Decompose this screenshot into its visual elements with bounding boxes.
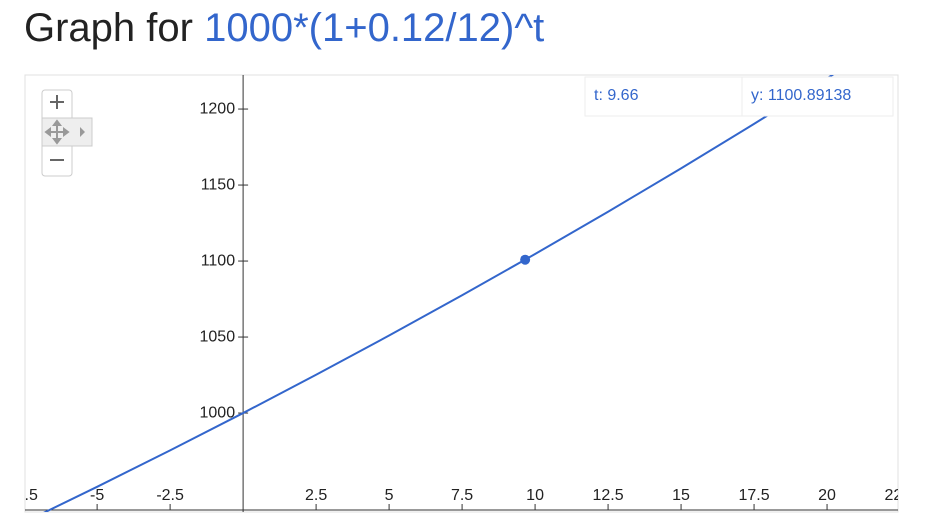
x-tick-label: -2.5 [156, 487, 184, 504]
x-tick-label: 5 [385, 487, 394, 504]
x-tick-label: 12.5 [593, 487, 624, 504]
plot-frame [24, 74, 899, 513]
y-tick-label: 1000 [200, 404, 236, 421]
x-tick-label: 20 [818, 487, 836, 504]
y-tick-label: 1200 [200, 100, 236, 117]
x-tick-label: 15 [672, 487, 690, 504]
x-tick-label: 17.5 [738, 487, 769, 504]
title-prefix: Graph for [24, 6, 193, 50]
y-tick-label: 1050 [200, 328, 236, 345]
y-tick-label: 1150 [201, 176, 236, 193]
tooltip-y: y: 1100.89138 [751, 87, 851, 104]
x-tick-label: 7.5 [451, 487, 473, 504]
highlight-point [520, 254, 531, 265]
x-tick-label: 22.5 [884, 487, 915, 504]
x-tick-label: 2.5 [305, 487, 327, 504]
x-tick-label: -5 [90, 487, 104, 504]
plot-layer: 1000 1050 1100 1150 1200 -7.5 -5 -2.5 2.5 5 7.5 10 1… [10, 75, 915, 512]
pan-arrow [80, 127, 85, 137]
zoom-controls[interactable] [41, 89, 93, 177]
zoom-in[interactable] [50, 95, 64, 109]
x-tick-label: 10 [526, 487, 544, 504]
y-tick-label: 1100 [201, 252, 236, 269]
title-expression: 1000*(1+0.12/12)^t [204, 6, 545, 50]
pan-icon [44, 119, 70, 145]
line-series [43, 75, 835, 512]
x-tick-label: -7.5 [10, 487, 38, 504]
tooltip-x: t: 9.66 [594, 87, 639, 104]
title: Graph for 1000*(1+0.12/12)^t [24, 6, 544, 51]
tooltip-box [584, 76, 894, 117]
